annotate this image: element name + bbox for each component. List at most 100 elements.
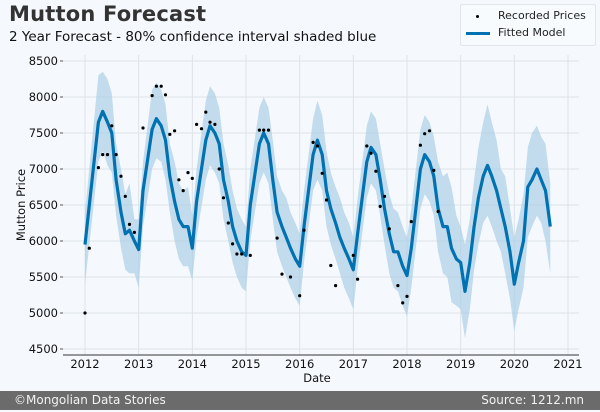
dot-marker-icon	[476, 15, 479, 18]
recorded-price-point	[423, 132, 427, 136]
y-tick-label: 5000	[29, 306, 58, 320]
recorded-price-point	[181, 189, 185, 193]
recorded-price-point	[127, 222, 132, 226]
recorded-price-point	[387, 227, 391, 231]
recorded-price-point	[298, 294, 302, 298]
y-tick-label: 6500	[29, 198, 58, 212]
recorded-price-point	[248, 253, 252, 257]
y-tick-label: 7500	[29, 126, 58, 140]
recorded-price-point	[141, 126, 145, 130]
y-tick-label: 8500	[29, 54, 58, 68]
recorded-price-point	[369, 151, 373, 155]
recorded-price-point	[114, 153, 118, 157]
recorded-price-point	[409, 220, 413, 224]
footer-bar: ©Mongolian Data Stories Source: 1212.mn	[0, 391, 600, 410]
recorded-price-point	[378, 204, 382, 208]
recorded-price-point	[396, 284, 400, 288]
copyright-text: ©Mongolian Data Stories	[14, 393, 166, 407]
legend-label: Recorded Prices	[498, 9, 586, 22]
recorded-price-point	[288, 275, 293, 279]
recorded-price-point	[436, 209, 440, 214]
recorded-price-point	[311, 140, 315, 144]
y-axis-label: Mutton Price	[14, 169, 28, 241]
x-axis-label: Date	[303, 371, 331, 385]
recorded-price-point	[83, 311, 87, 315]
recorded-price-point	[235, 252, 239, 256]
legend-item-recorded-prices: Recorded Prices	[461, 8, 595, 24]
recorded-price-point	[266, 128, 271, 132]
recorded-price-point	[190, 176, 194, 180]
recorded-price-point	[96, 166, 100, 170]
recorded-price-point	[427, 129, 432, 133]
recorded-price-point	[240, 252, 244, 256]
x-tick-labels: 2012 2013 2014 2015 2016 2017 2018 2019 2020 2021	[70, 357, 582, 371]
recorded-price-point	[177, 178, 181, 182]
y-tick-label: 6000	[29, 234, 58, 248]
y-tick-labels: 4500 5000 5500 6000 6500 7000 7500 8000 8500	[29, 54, 58, 356]
source-text: Source: 1212.mn	[481, 393, 584, 407]
recorded-price-point	[163, 93, 168, 97]
y-tick-label: 5500	[29, 270, 58, 284]
recorded-price-point	[382, 194, 387, 198]
recorded-price-point	[226, 221, 230, 225]
recorded-price-point	[302, 228, 306, 232]
recorded-price-point	[324, 198, 329, 202]
legend-item-fitted-model: Fitted Model	[461, 25, 595, 41]
recorded-price-point	[262, 128, 266, 132]
x-tick-label: 2018	[392, 357, 421, 371]
recorded-price-point	[405, 294, 409, 298]
recorded-price-point	[351, 253, 355, 257]
recorded-price-points	[83, 84, 440, 315]
recorded-price-point	[204, 110, 208, 114]
x-tick-label: 2014	[178, 357, 207, 371]
recorded-price-point	[132, 230, 136, 234]
recorded-price-point	[119, 174, 123, 178]
recorded-price-point	[231, 242, 235, 246]
recorded-price-point	[280, 272, 284, 276]
legend-label: Fitted Model	[498, 26, 566, 39]
y-tick-label: 4500	[29, 342, 58, 356]
recorded-price-point	[432, 168, 436, 172]
recorded-price-point	[401, 301, 405, 305]
page-title: Mutton Forecast	[9, 2, 207, 26]
x-tick-label: 2020	[500, 357, 529, 371]
recorded-price-point	[168, 132, 172, 136]
recorded-price-point	[217, 167, 221, 171]
recorded-price-point	[334, 284, 338, 288]
recorded-price-point	[159, 84, 163, 88]
recorded-price-point	[195, 122, 199, 126]
x-tick-label: 2015	[231, 357, 260, 371]
recorded-price-point	[320, 171, 324, 175]
x-tick-label: 2016	[285, 357, 314, 371]
recorded-price-point	[257, 128, 261, 132]
recorded-price-point	[199, 127, 204, 131]
recorded-price-point	[186, 171, 190, 175]
recorded-price-point	[418, 143, 422, 147]
recorded-price-point	[329, 263, 333, 268]
x-tick-label: 2021	[553, 357, 582, 371]
confidence-interval-band	[85, 71, 551, 339]
recorded-price-point	[101, 153, 105, 157]
page-subtitle: 2 Year Forecast - 80% confidence interva…	[9, 29, 377, 45]
y-tick-label: 7000	[29, 162, 58, 176]
recorded-price-point	[150, 94, 154, 98]
y-tick-label: 8000	[29, 90, 58, 104]
recorded-price-point	[213, 122, 217, 126]
recorded-price-point	[365, 144, 369, 148]
recorded-price-point	[87, 246, 91, 250]
recorded-price-point	[105, 153, 110, 157]
line-marker-icon	[466, 32, 490, 35]
recorded-price-point	[208, 120, 212, 124]
recorded-price-point	[173, 129, 177, 133]
recorded-price-point	[315, 144, 319, 148]
x-tick-label: 2017	[339, 357, 368, 371]
recorded-price-point	[123, 194, 127, 198]
recorded-price-point	[275, 236, 279, 240]
fitted-model-line	[83, 109, 552, 293]
recorded-price-point	[154, 84, 158, 88]
x-tick-label: 2019	[446, 357, 475, 371]
x-tick-label: 2012	[70, 357, 99, 371]
recorded-price-point	[356, 277, 360, 281]
recorded-price-point	[221, 196, 226, 200]
